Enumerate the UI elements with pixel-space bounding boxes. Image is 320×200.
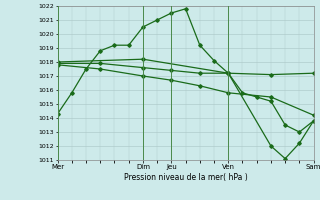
- X-axis label: Pression niveau de la mer( hPa ): Pression niveau de la mer( hPa ): [124, 173, 247, 182]
